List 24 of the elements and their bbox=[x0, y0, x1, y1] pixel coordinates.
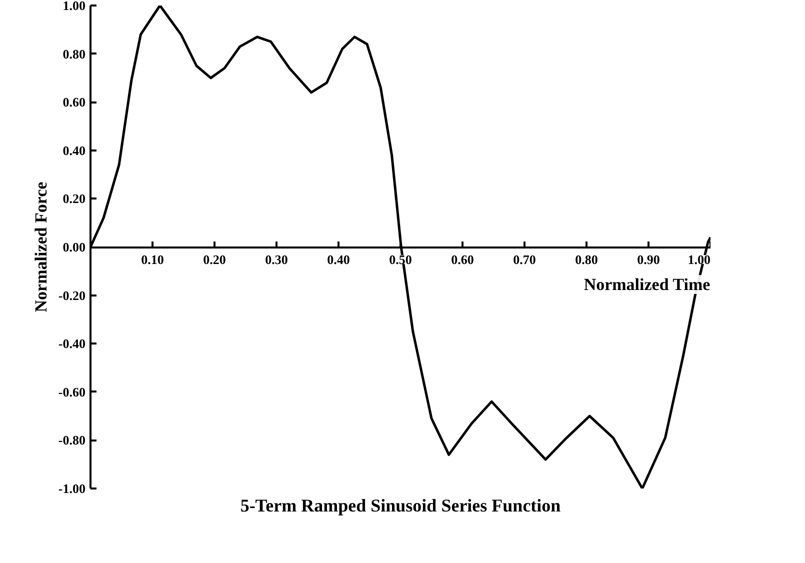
x-tick-label: 0.60 bbox=[451, 252, 474, 267]
y-tick-label: 0.40 bbox=[62, 142, 86, 158]
x-tick-label: 0.20 bbox=[203, 252, 226, 267]
x-tick-label: 1.00 bbox=[688, 252, 710, 267]
y-tick-label: -0.60 bbox=[58, 384, 86, 400]
x-tick-label: 0.80 bbox=[575, 252, 598, 267]
x-axis-title: Normalized Time bbox=[584, 275, 711, 294]
x-tick-label: 0.40 bbox=[327, 252, 350, 267]
x-tick-label: 0.50 bbox=[389, 252, 412, 267]
y-tick-label: 0.60 bbox=[62, 94, 86, 110]
y-tick-label: 0.00 bbox=[62, 240, 86, 254]
y-tick-label: 1.00 bbox=[62, 0, 86, 13]
y-tick-label: -0.20 bbox=[58, 288, 86, 303]
y-tick-label: 0.80 bbox=[62, 46, 86, 62]
y-tick-label: -0.40 bbox=[58, 336, 86, 352]
y-tick-label: 0.20 bbox=[62, 191, 86, 206]
x-tick-label: 0.90 bbox=[637, 252, 660, 267]
text: 5-Term Ramped Sinusoid Series Function bbox=[240, 496, 561, 516]
y-tick-label: -0.80 bbox=[58, 432, 86, 448]
x-tick-label: 0.10 bbox=[141, 252, 164, 267]
x-tick-label: 0.70 bbox=[513, 252, 536, 267]
x-tick-label: 0.30 bbox=[265, 252, 288, 267]
y-tick-label: -1.00 bbox=[58, 481, 86, 496]
y-axis-title: Normalized Force bbox=[31, 181, 50, 312]
